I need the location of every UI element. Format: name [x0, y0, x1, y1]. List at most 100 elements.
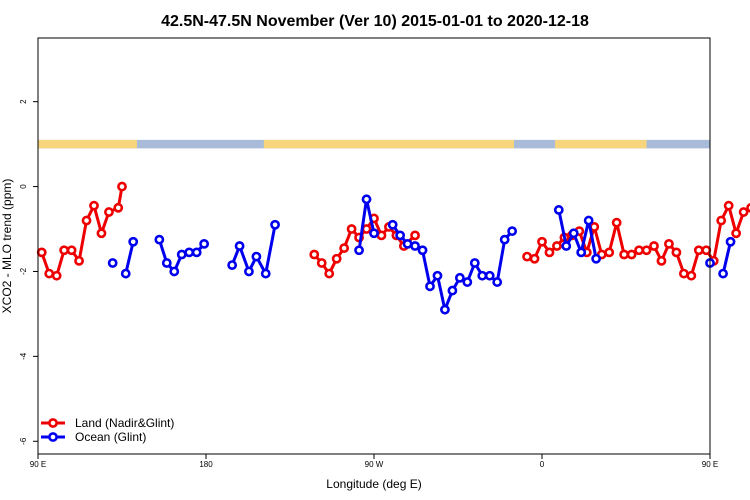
series-0-point-2-23 [693, 245, 704, 256]
series-0-point-2-30 [746, 203, 750, 213]
series-1-point-3-1 [234, 241, 245, 251]
series-0-point-2-28 [731, 228, 742, 239]
series-1-point-5-15 [499, 234, 510, 245]
series-1-point-2-1 [161, 258, 172, 268]
series-0-point-0-5 [74, 255, 84, 266]
x-tick-label-0: 90 E [30, 460, 46, 469]
series-1-point-3-0 [227, 260, 238, 271]
legend: Land (Nadir&Glint)Ocean (Glint) [41, 416, 174, 444]
strip-land-2 [555, 139, 647, 149]
legend-marker-1 [48, 432, 58, 442]
series-0-point-1-13 [410, 230, 420, 241]
series-1-point-1-0 [120, 268, 131, 279]
series-0-point-0-9 [104, 207, 114, 217]
series-0-point-2-2 [537, 236, 547, 247]
x-axis: 90 E 180 90 W 0 90 E [30, 454, 718, 469]
series-1-point-3-5 [270, 219, 280, 230]
series-0-point-0-2 [51, 270, 62, 281]
series-0-point-0-3 [59, 245, 70, 256]
series-1-point-5-4 [417, 245, 428, 256]
y-axis-label: XCO2 - MLO trend (ppm) [0, 179, 14, 314]
series-0-point-2-17 [649, 241, 659, 251]
series-1-point-4-2 [369, 228, 379, 239]
series-0-point-1-3 [331, 253, 342, 264]
series-1-point-2-2 [169, 266, 180, 277]
series-1-point-5-0 [387, 219, 398, 230]
series-1-point-3-4 [260, 268, 271, 279]
series-1-point-5-9 [454, 272, 465, 283]
x-tick-label-2: 90 W [365, 460, 384, 469]
series-1-point-6-3 [576, 247, 587, 258]
series-1-point-2-0 [154, 234, 165, 245]
series-1-point-2-6 [199, 238, 210, 249]
series-0-point-2-20 [671, 247, 682, 258]
land-ocean-strip [38, 139, 710, 149]
series-1-point-5-11 [469, 258, 480, 268]
series-1-point-3-3 [251, 251, 262, 262]
y-axis: 2 0 -2 -4 -6 [19, 99, 38, 445]
series-1 [107, 194, 736, 315]
series-1-point-5-12 [477, 270, 488, 281]
series-0-point-2-0 [522, 251, 532, 262]
series-1-point-5-8 [447, 285, 458, 296]
series-1-point-6-5 [591, 253, 602, 264]
series-0-point-2-29 [738, 207, 749, 217]
series-1-point-5-3 [410, 241, 420, 251]
series-0-point-0-0 [36, 247, 47, 258]
series-0-point-0-8 [96, 228, 107, 239]
series-1-point-5-1 [395, 230, 406, 241]
series-0-point-2-13 [619, 249, 630, 260]
series-0-point-1-1 [316, 258, 327, 268]
series-0-point-0-11 [117, 181, 127, 192]
series-1-point-0-0 [107, 258, 118, 268]
series-1-point-5-13 [484, 270, 495, 281]
series-0-point-0-7 [89, 200, 99, 211]
y-tick-label-1: 0 [19, 184, 28, 189]
chart-title: 42.5N-47.5N November (Ver 10) 2015-01-01… [161, 13, 589, 30]
series-1-point-6-4 [583, 215, 594, 226]
x-tick-label-1: 180 [199, 460, 213, 469]
series-0-point-1-5 [346, 224, 357, 234]
series-1-point-6-2 [568, 228, 579, 239]
series-0-point-2-3 [544, 247, 555, 258]
x-axis-label: Longitude (deg E) [326, 477, 421, 491]
strip-land-0 [38, 139, 137, 149]
y-tick-label-2: -2 [19, 267, 28, 275]
legend-label-0: Land (Nadir&Glint) [75, 416, 174, 430]
series-1-point-3-2 [244, 266, 254, 277]
series-0-point-2-21 [678, 268, 689, 279]
series-0-point-1-0 [309, 249, 320, 260]
series-1-point-5-10 [462, 277, 473, 287]
series-1-point-2-5 [191, 247, 202, 258]
strip-land-1 [263, 139, 514, 149]
series-0-point-2-1 [529, 253, 540, 264]
series-1-point-4-1 [361, 194, 372, 205]
series-1-point-5-16 [507, 226, 518, 237]
series-1-line-1 [124, 241, 135, 274]
series-0-point-1-2 [324, 268, 335, 279]
series-1-point-8-0 [718, 268, 728, 279]
series-0-point-2-4 [552, 241, 562, 251]
series-1-point-1-1 [128, 236, 139, 247]
series-0-point-2-11 [604, 247, 615, 258]
series-0-point-2-16 [641, 245, 652, 256]
series-0-point-2-22 [686, 270, 697, 281]
series-1-point-8-1 [725, 236, 736, 247]
series-1-point-4-0 [354, 245, 364, 256]
x-tick-label-4: 90 E [702, 460, 718, 469]
series-1-point-5-6 [432, 270, 443, 281]
series-1-point-5-7 [440, 304, 450, 315]
y-tick-label-0: 2 [19, 99, 28, 104]
series-1-point-6-1 [561, 241, 572, 251]
series-0-point-0-6 [81, 215, 92, 226]
series-0-point-0-4 [66, 245, 77, 256]
series-layer [36, 181, 750, 315]
series-0-point-2-26 [716, 215, 727, 226]
x-tick-label-3: 0 [540, 460, 545, 469]
series-0-point-2-27 [723, 200, 734, 211]
series-1-point-6-0 [553, 205, 564, 215]
legend-label-1: Ocean (Glint) [75, 430, 146, 444]
legend-marker-0 [48, 418, 58, 428]
series-0-point-2-12 [611, 217, 622, 228]
series-0-point-2-24 [701, 245, 712, 256]
